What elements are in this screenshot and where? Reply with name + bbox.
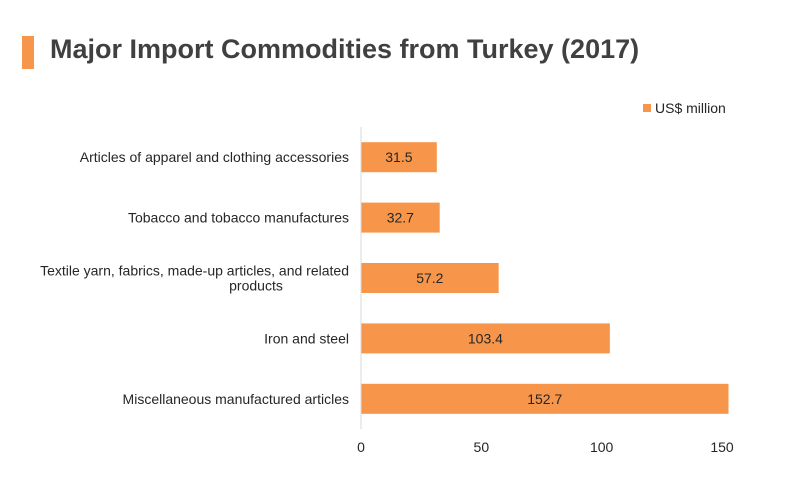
title-accent-bar xyxy=(22,36,34,69)
category-label-5: Miscellaneous manufactured articles xyxy=(123,391,349,407)
legend-swatch xyxy=(643,104,651,112)
data-label-1: 31.5 xyxy=(385,149,412,165)
x-tick-label-150: 150 xyxy=(710,439,734,455)
x-tick-label-100: 100 xyxy=(590,439,614,455)
x-tick-label-50: 50 xyxy=(474,439,490,455)
bar-4 xyxy=(361,323,610,354)
data-label-3: 57.2 xyxy=(416,270,443,286)
category-label-3: Textile yarn, fabrics, made-up articles,… xyxy=(40,263,349,294)
legend-label: US$ million xyxy=(655,100,726,116)
bar-3 xyxy=(361,263,499,293)
bar-1 xyxy=(361,142,437,173)
data-label-2: 32.7 xyxy=(387,210,414,226)
chart-title: Major Import Commodities from Turkey (20… xyxy=(50,34,640,64)
bar-2 xyxy=(361,202,440,233)
x-tick-label-0: 0 xyxy=(357,439,365,455)
category-label-1: Articles of apparel and clothing accesso… xyxy=(80,149,349,165)
bar-5 xyxy=(361,383,729,414)
data-label-4: 103.4 xyxy=(468,330,503,346)
category-label-2: Tobacco and tobacco manufactures xyxy=(128,210,349,226)
data-label-5: 152.7 xyxy=(527,391,562,407)
category-label-4: Iron and steel xyxy=(264,330,349,346)
